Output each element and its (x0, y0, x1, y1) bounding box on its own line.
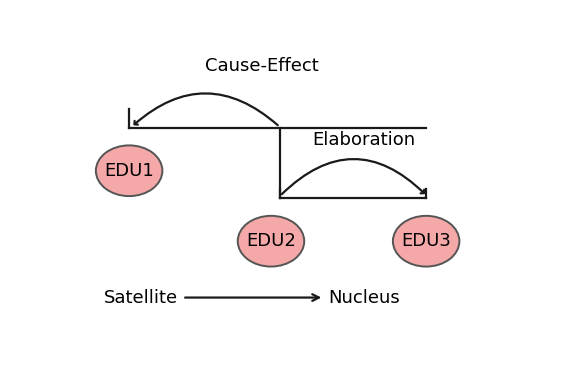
Text: Elaboration: Elaboration (312, 131, 416, 149)
Text: Cause-Effect: Cause-Effect (205, 57, 319, 75)
Text: EDU1: EDU1 (104, 162, 154, 180)
Text: Nucleus: Nucleus (328, 288, 400, 307)
Text: Satellite: Satellite (104, 288, 178, 307)
Text: EDU3: EDU3 (401, 232, 451, 250)
Ellipse shape (96, 145, 162, 196)
Ellipse shape (238, 216, 304, 266)
FancyArrowPatch shape (282, 159, 424, 194)
Ellipse shape (393, 216, 459, 266)
FancyArrowPatch shape (134, 93, 278, 125)
Text: EDU2: EDU2 (246, 232, 296, 250)
